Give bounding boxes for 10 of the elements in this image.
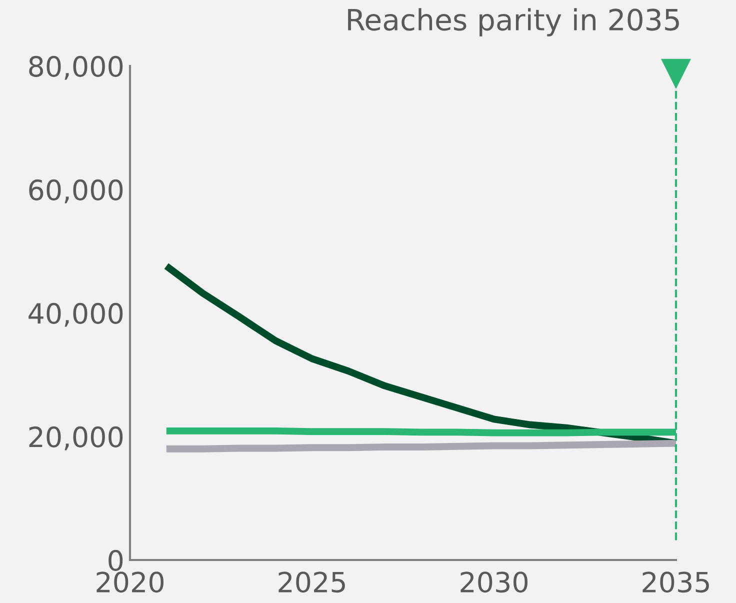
x-tick-label: 2025	[278, 572, 345, 593]
y-tick-label: 80,000	[29, 56, 123, 80]
y-tick-label: 40,000	[28, 302, 123, 327]
x-tick-label: 2035	[642, 572, 709, 593]
y-tick-label: 60,000	[29, 179, 123, 204]
ref-line-label: Reaches parity in 2035	[348, 8, 679, 36]
y-tick-label: 0	[108, 550, 123, 571]
y-tick-label: 20,000	[29, 426, 123, 450]
x-tick-label: 2020	[96, 572, 164, 593]
x-tick-label: 2030	[460, 572, 528, 593]
